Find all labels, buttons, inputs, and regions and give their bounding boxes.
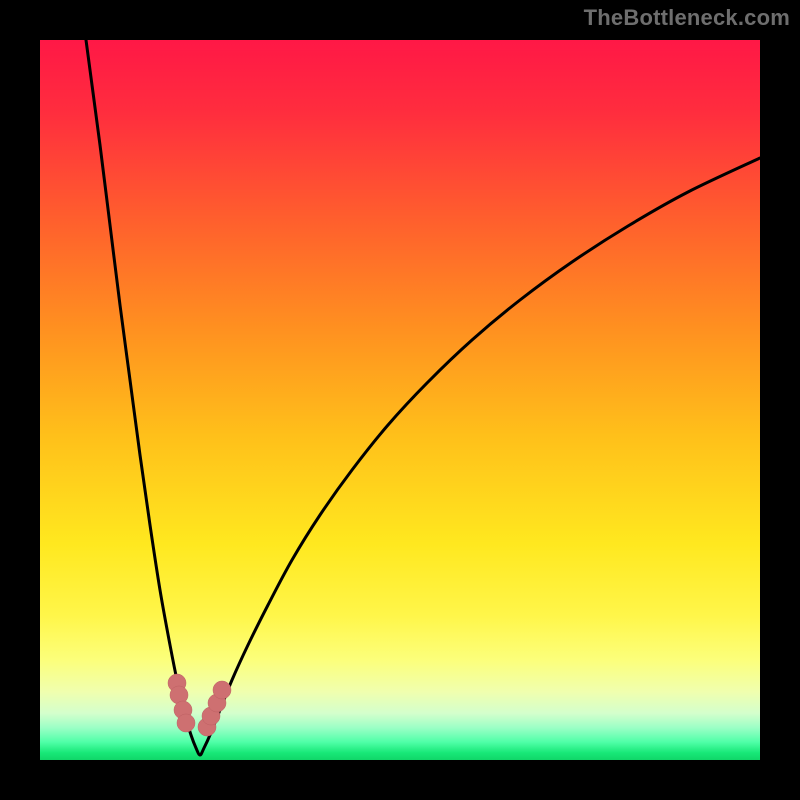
plot-background-gradient — [40, 40, 760, 760]
bottleneck-chart — [0, 0, 800, 800]
chart-stage: TheBottleneck.com — [0, 0, 800, 800]
watermark-text: TheBottleneck.com — [584, 5, 790, 31]
curve-marker-dot — [177, 714, 195, 732]
curve-marker-dot — [213, 681, 231, 699]
